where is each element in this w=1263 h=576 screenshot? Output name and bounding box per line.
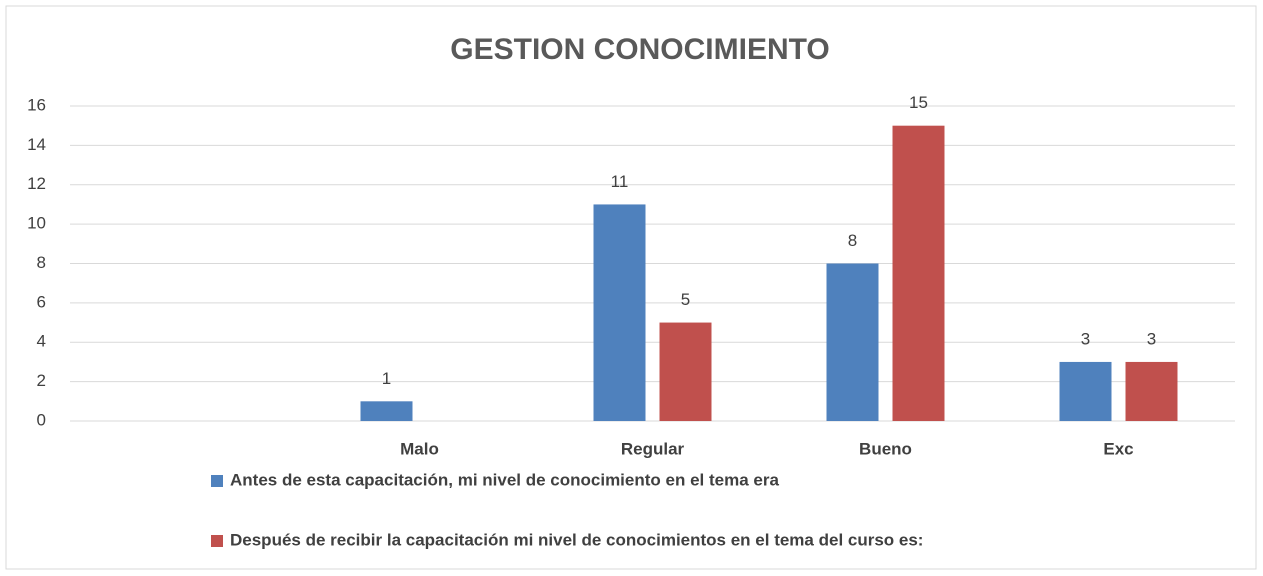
y-tick-label: 16	[27, 95, 46, 114]
y-tick-label: 2	[37, 371, 46, 390]
y-tick-label: 10	[27, 214, 46, 233]
data-label: 3	[1147, 329, 1156, 348]
bar	[1059, 361, 1112, 421]
y-tick-label: 0	[37, 410, 46, 429]
bar	[892, 125, 945, 421]
bar	[659, 322, 712, 421]
y-tick-label: 4	[37, 332, 46, 351]
bar	[360, 401, 413, 421]
data-label: 15	[909, 93, 928, 112]
data-label: 8	[848, 231, 857, 250]
data-label: 5	[681, 290, 690, 309]
legend-swatch	[211, 535, 223, 547]
y-tick-label: 12	[27, 174, 46, 193]
legend-label: Antes de esta capacitación, mi nivel de …	[230, 470, 779, 489]
x-tick-label: Exc	[1103, 439, 1133, 458]
data-label: 1	[382, 369, 391, 388]
x-tick-label: Malo	[400, 439, 439, 458]
legend-swatch	[211, 475, 223, 487]
data-label: 11	[611, 172, 629, 191]
legend-label: Después de recibir la capacitación mi ni…	[230, 530, 923, 549]
chart-title: GESTION CONOCIMIENTO	[450, 33, 829, 66]
bar	[826, 263, 879, 421]
x-tick-label: Bueno	[859, 439, 912, 458]
data-label: 3	[1081, 329, 1090, 348]
bar	[593, 204, 646, 421]
bar	[1125, 361, 1178, 421]
y-tick-label: 8	[37, 253, 46, 272]
y-tick-label: 6	[37, 292, 46, 311]
y-tick-label: 14	[27, 135, 46, 154]
x-tick-label: Regular	[621, 439, 685, 458]
